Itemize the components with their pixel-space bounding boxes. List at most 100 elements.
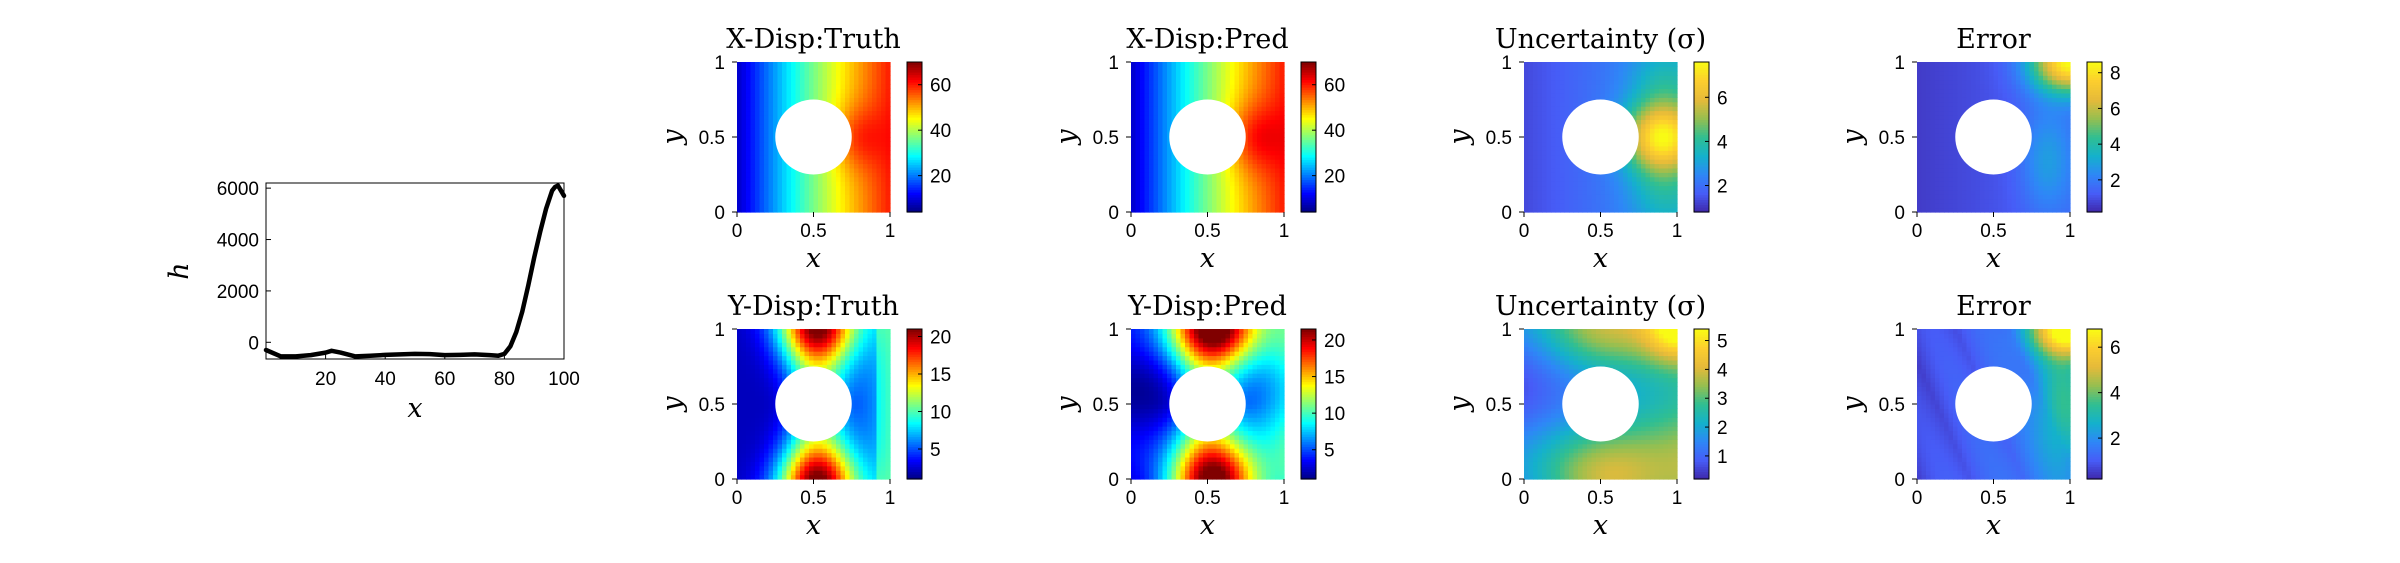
heatmap-cell	[2029, 114, 2035, 120]
heatmap-cell	[1225, 62, 1231, 68]
colorbar-segment	[907, 107, 922, 111]
heatmap-cell	[791, 84, 797, 90]
heatmap-cell	[1158, 106, 1164, 112]
heatmap-cell	[1524, 92, 1530, 98]
heatmap-cell	[786, 189, 792, 195]
heatmap-cell	[1636, 198, 1642, 204]
heatmap-cell	[1668, 101, 1674, 107]
heatmap-cell	[1555, 145, 1561, 151]
heatmap-cell	[854, 150, 860, 156]
heatmap-cell	[2029, 97, 2035, 103]
heatmap-cell	[1650, 92, 1656, 98]
heatmap-cell	[827, 185, 833, 191]
heatmap-cell	[782, 181, 788, 187]
heatmap-cell	[1257, 176, 1263, 182]
heatmap-cell	[2029, 101, 2035, 107]
heatmap-cell	[1131, 119, 1137, 125]
heatmap-cell	[1131, 145, 1137, 151]
heatmap-cell	[872, 207, 878, 213]
heatmap-cell	[1966, 92, 1972, 98]
heatmap-cell	[1542, 150, 1548, 156]
heatmap-cell	[1533, 163, 1539, 169]
heatmap-cell	[768, 79, 774, 85]
heatmap-cell	[1921, 145, 1927, 151]
heatmap-cell	[1939, 189, 1945, 195]
heatmap-cell	[1587, 181, 1593, 187]
heatmap-cell	[2002, 88, 2008, 94]
colorbar-segment	[1301, 87, 1316, 91]
heatmap-cell	[782, 70, 788, 76]
heatmap-cell	[1560, 176, 1566, 182]
heatmap-cell	[836, 79, 842, 85]
heatmap-cell	[1636, 194, 1642, 200]
heatmap-cell	[1600, 70, 1606, 76]
heatmap-cell	[876, 97, 882, 103]
colorbar-frame	[2086, 61, 2103, 213]
heatmap-cell	[863, 189, 869, 195]
heatmap-cell	[1935, 172, 1941, 178]
heatmap-cell	[1953, 189, 1959, 195]
heatmap-cell	[1248, 62, 1254, 68]
heatmap-cell	[1243, 88, 1249, 94]
heatmap-cell	[2025, 70, 2031, 76]
heatmap-cell	[1546, 189, 1552, 195]
heatmap-cell	[2011, 194, 2017, 200]
colorbar-segment	[1694, 147, 1709, 151]
heatmap-cell	[1261, 62, 1267, 68]
heatmap-cell	[1198, 207, 1204, 213]
heatmap-cell	[782, 207, 788, 213]
heatmap-cell	[1917, 150, 1923, 156]
heatmap-cell	[1551, 185, 1557, 191]
heatmap-cell	[2034, 97, 2040, 103]
heatmap-cell	[737, 430, 743, 436]
heatmap-cell	[827, 172, 833, 178]
colorbar-segment	[1301, 169, 1316, 173]
heatmap-cell	[1609, 75, 1615, 81]
heatmap-cell	[1921, 176, 1927, 182]
heatmap-cell	[1555, 194, 1561, 200]
heatmap-cell	[881, 163, 887, 169]
heatmap-cell	[737, 176, 743, 182]
heatmap-cell	[2047, 137, 2053, 143]
colorbar-segment	[1694, 79, 1709, 83]
heatmap-cell	[1618, 176, 1624, 182]
heatmap-cell	[1185, 172, 1191, 178]
heatmap-cell	[1555, 181, 1561, 187]
heatmap-cell	[867, 154, 873, 160]
heatmap-cell	[1564, 203, 1570, 209]
heatmap-cell	[1578, 62, 1584, 68]
heatmap-cell	[2061, 123, 2067, 129]
heatmap-cell	[1546, 79, 1552, 85]
heatmap-cell	[1926, 167, 1932, 173]
heatmap-cell	[1587, 176, 1593, 182]
heatmap-cell	[1564, 101, 1570, 107]
heatmap-cell	[1551, 145, 1557, 151]
heatmap-cell	[1636, 163, 1642, 169]
heatmap-cell	[1533, 176, 1539, 182]
heatmap-cell	[2038, 194, 2044, 200]
colorbar-segment	[907, 77, 922, 81]
heatmap-cell	[1560, 75, 1566, 81]
heatmap-cell	[1162, 185, 1168, 191]
heatmap-cell	[782, 84, 788, 90]
heatmap-cell	[1555, 159, 1561, 165]
heatmap-cell	[2020, 110, 2026, 116]
heatmap-cell	[1162, 198, 1168, 204]
heatmap-cell	[1564, 75, 1570, 81]
heatmap-cell	[1261, 207, 1267, 213]
heatmap-cell	[1591, 97, 1597, 103]
heatmap-cell	[872, 66, 878, 72]
heatmap-cell	[1645, 181, 1651, 187]
heatmap-cell	[741, 145, 747, 151]
heatmap-cell	[1279, 203, 1285, 209]
heatmap-cell	[1551, 198, 1557, 204]
heatmap-cell	[1921, 97, 1927, 103]
heatmap-cell	[1167, 185, 1173, 191]
heatmap-cell	[881, 128, 887, 134]
heatmap-cell	[1158, 128, 1164, 134]
heatmap-cell	[813, 84, 819, 90]
heatmap-cell	[1524, 194, 1530, 200]
heatmap-cell	[1185, 203, 1191, 209]
heatmap-cell	[1926, 75, 1932, 81]
heatmap-cell	[1668, 154, 1674, 160]
